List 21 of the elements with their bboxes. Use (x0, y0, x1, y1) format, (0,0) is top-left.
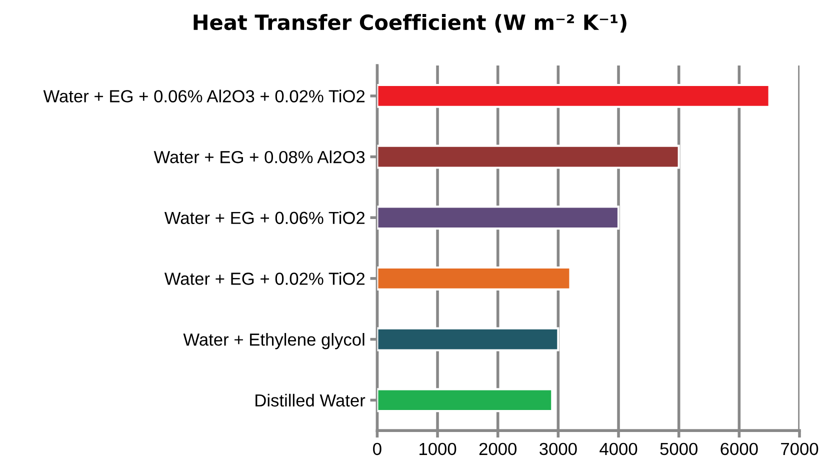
x-tick-label: 3000 (540, 442, 577, 456)
x-tick-label: 2000 (479, 442, 516, 456)
x-tick-label: 6000 (720, 442, 758, 456)
x-tick-label: 0 (373, 442, 382, 456)
y-tick-label: Distilled Water (256, 394, 366, 407)
x-tick-label: 7000 (781, 442, 818, 456)
y-tick-label: Water + EG + 0.02% TiO2 (164, 272, 365, 285)
bar (377, 388, 554, 412)
y-tick-label: Water + EG + 0.06% Al2O3 + 0.02% TiO2 (43, 90, 365, 102)
bar (377, 327, 560, 352)
x-tick-label: 4000 (600, 442, 638, 456)
bar (377, 266, 572, 290)
bar (377, 144, 680, 169)
x-tick-label: 5000 (660, 442, 698, 456)
y-tick-label: Water + EG + 0.06% TiO2 (164, 211, 365, 224)
bar (377, 84, 770, 108)
x-tick-label: 1000 (420, 442, 456, 456)
chart-title: Heat Transfer Coefficient (W m⁻² K⁻¹) (194, 14, 626, 33)
bar (377, 206, 620, 230)
y-tick-label: Water + EG + 0.08% Al2O3 (154, 150, 365, 164)
y-tick-label: Water + Ethylene glycol (183, 333, 364, 350)
